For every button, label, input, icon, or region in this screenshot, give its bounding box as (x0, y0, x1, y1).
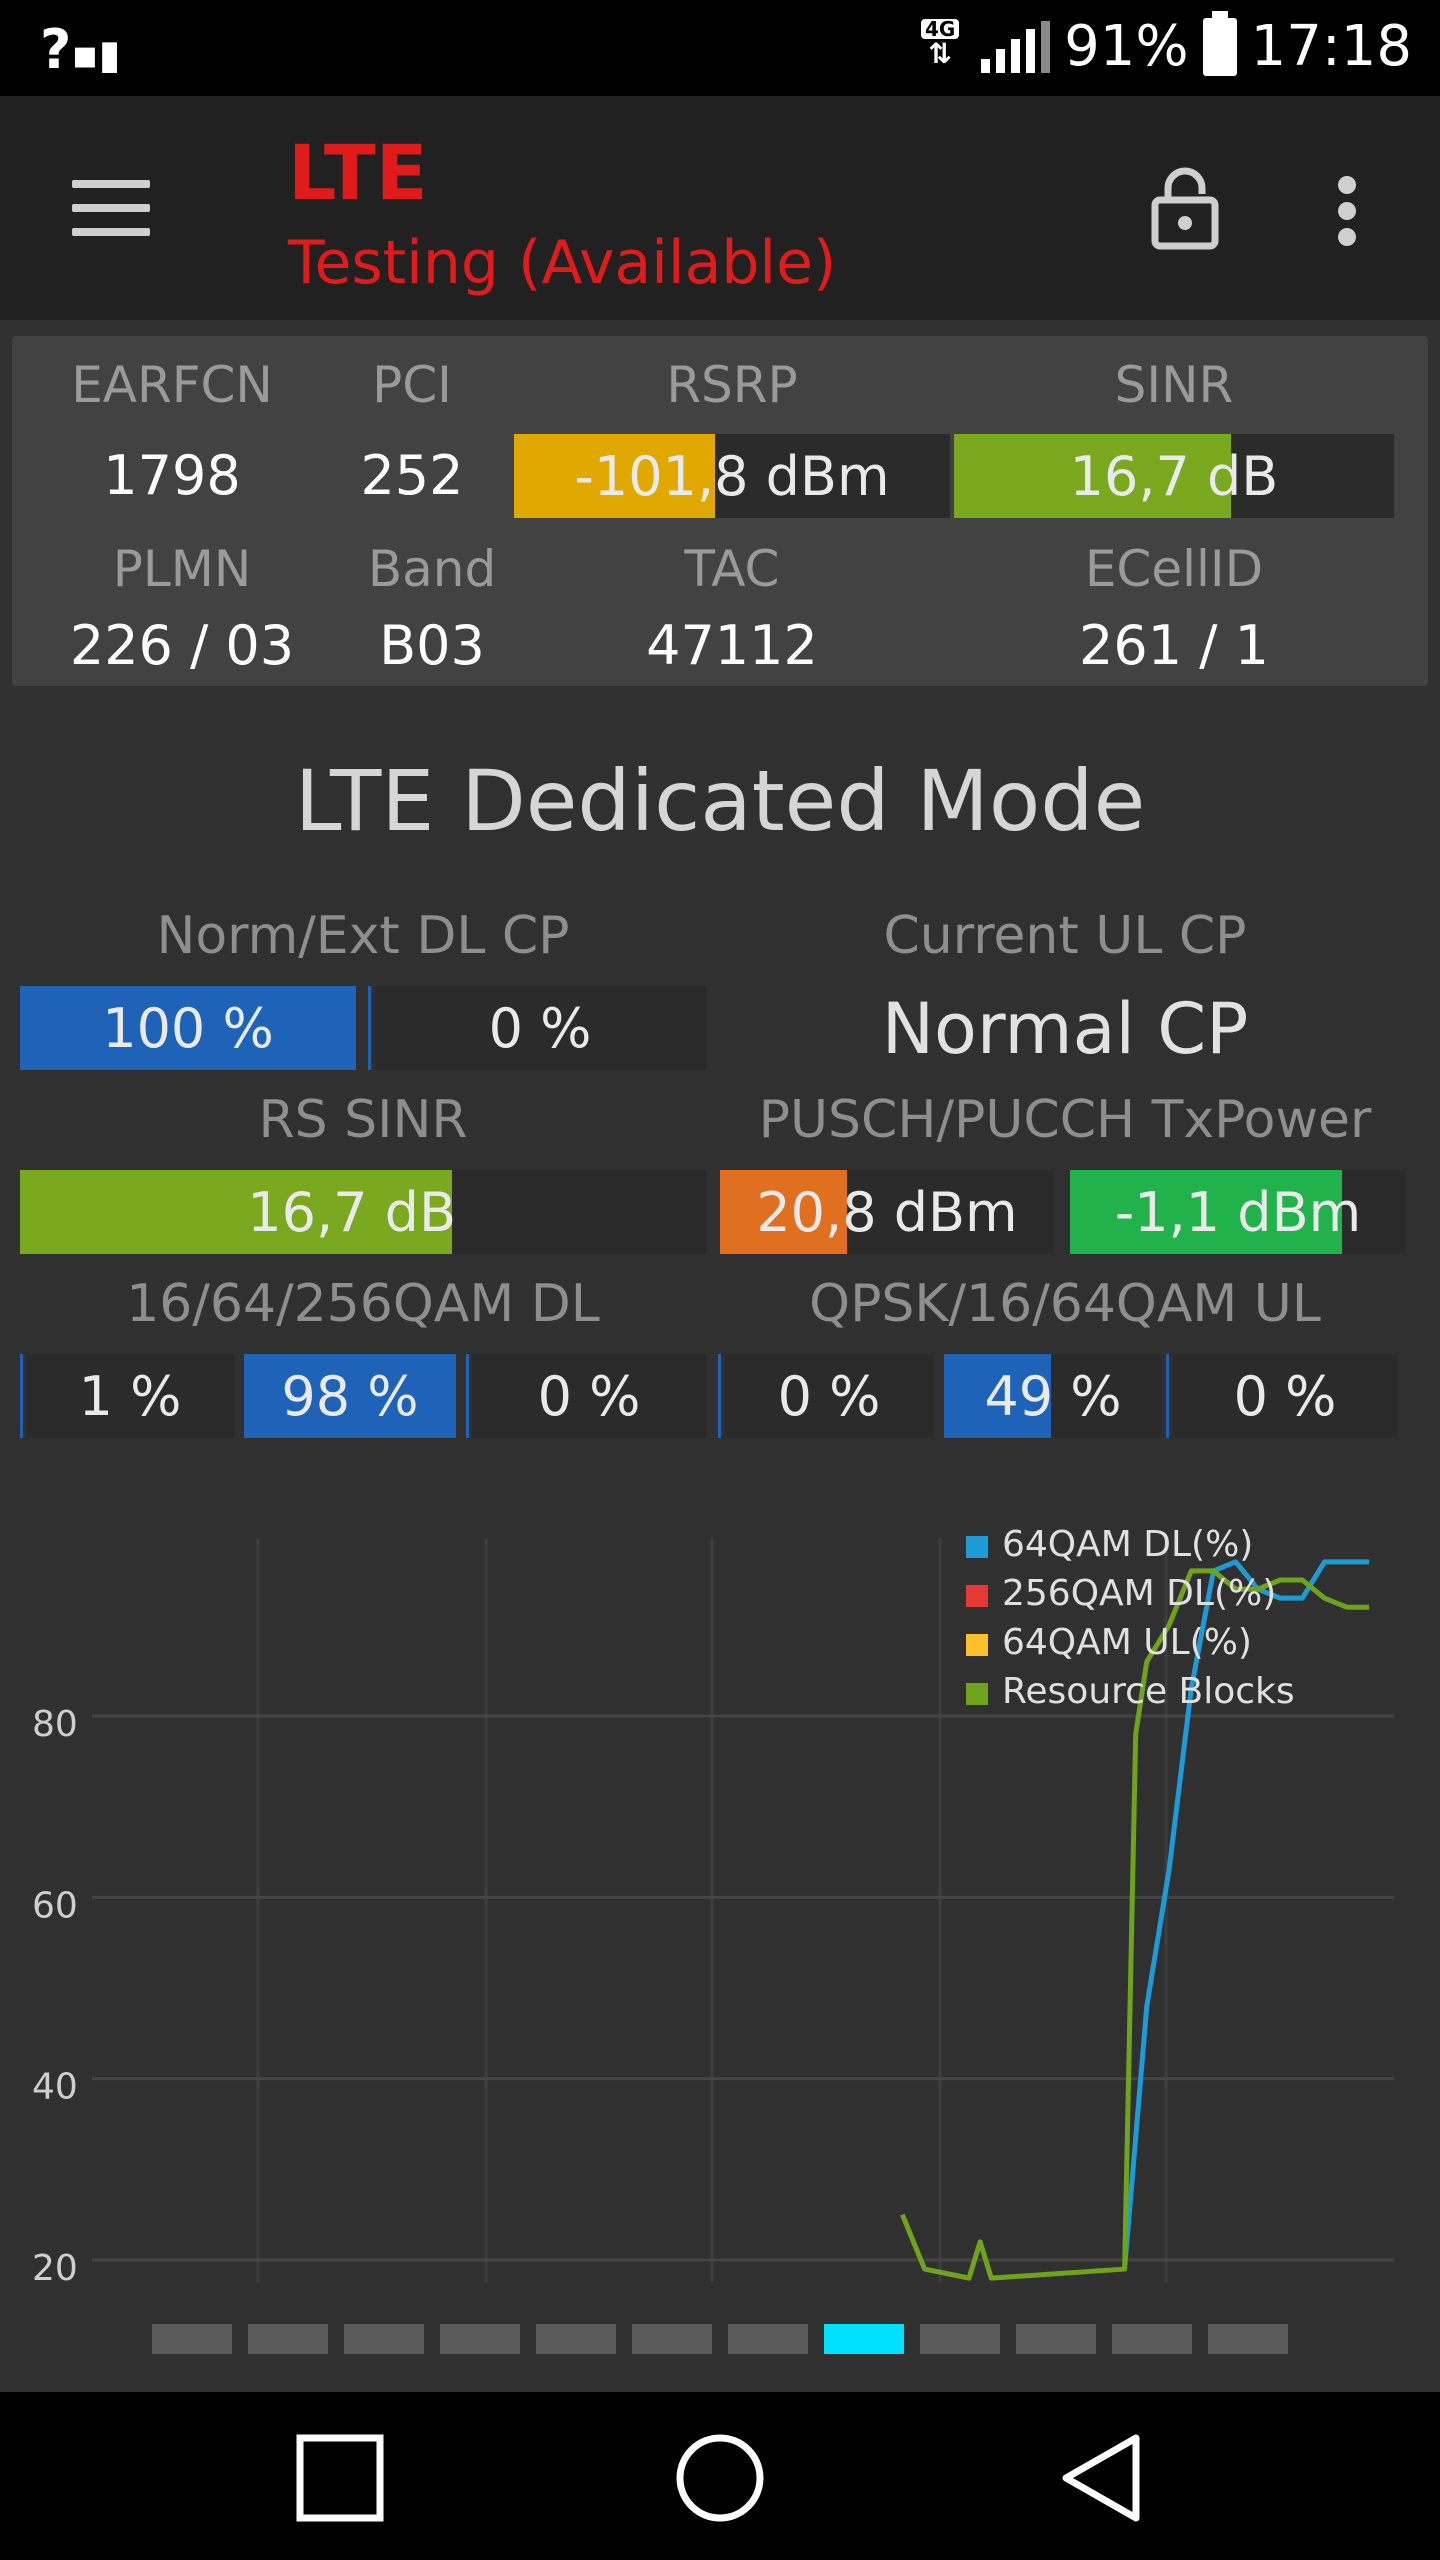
page-dot-active (824, 2324, 904, 2354)
home-icon[interactable] (674, 2432, 766, 2524)
pusch-txpower-bar: 20,8 dBm (720, 1170, 1054, 1254)
page-dot (1016, 2324, 1096, 2354)
signal-icon: ?▪▮ (40, 18, 121, 81)
ecellid-value: 261 / 1 (1079, 614, 1269, 677)
qam16-dl-bar: 1 % (26, 1354, 234, 1438)
y-tick-label: 80 (32, 1704, 78, 1745)
cell-signal-icon (981, 20, 1051, 73)
page-dot (248, 2324, 328, 2354)
qpsk-ul-bar: 0 % (724, 1354, 934, 1438)
series-line (1122, 1559, 1369, 2270)
tac-value: 47112 (646, 614, 818, 677)
ul-cp-label: Current UL CP (883, 906, 1247, 966)
app-toolbar (0, 96, 1440, 320)
rs-sinr-bar: 16,7 dB (20, 1170, 706, 1254)
navigation-bar (0, 2392, 1440, 2560)
earfcn-label: EARFCN (71, 356, 273, 414)
dl-cp-normal-bar: 100 % (20, 986, 356, 1070)
band-label: Band (367, 540, 497, 598)
more-options-icon[interactable] (1335, 176, 1359, 246)
plmn-value: 226 / 03 (69, 614, 295, 677)
qam64-dl-bar: 98 % (244, 1354, 456, 1438)
tac-label: TAC (684, 540, 780, 598)
legend-swatch (966, 1683, 988, 1705)
page-dot (1112, 2324, 1192, 2354)
ecellid-label: ECellID (1084, 540, 1264, 598)
divider (1166, 1354, 1169, 1438)
page-dot (344, 2324, 424, 2354)
dl-cp-extended-bar: 0 % (374, 986, 706, 1070)
page-dot (920, 2324, 1000, 2354)
y-tick-label: 60 (32, 1885, 78, 1926)
qam256-dl-bar: 0 % (472, 1354, 706, 1438)
rsrp-bar: -101,8 dBm (514, 434, 950, 518)
page-dot (152, 2324, 232, 2354)
back-icon[interactable] (1058, 2432, 1146, 2524)
sinr-label: SINR (1114, 356, 1234, 414)
qam-ul-label: QPSK/16/64QAM UL (809, 1274, 1321, 1334)
divider (20, 1354, 23, 1438)
y-tick-label: 40 (32, 2067, 78, 2108)
chart-bottom-mask (0, 2282, 1440, 2290)
qam16-ul-bar: 49 % (944, 1354, 1162, 1438)
pucch-txpower-bar: -1,1 dBm (1070, 1170, 1406, 1254)
status-bar: ?▪▮ 4G ⇅ 91% 17:18 (0, 0, 1440, 96)
page-dot (1208, 2324, 1288, 2354)
battery-icon (1202, 10, 1237, 76)
legend-swatch (966, 1634, 988, 1656)
legend-swatch (966, 1536, 988, 1558)
plmn-label: PLMN (112, 540, 252, 598)
page-dot (536, 2324, 616, 2354)
legend-label: 256QAM DL(%) (1002, 1573, 1276, 1614)
txpower-label: PUSCH/PUCCH TxPower (758, 1090, 1372, 1150)
divider (466, 1354, 469, 1438)
page-indicator[interactable] (152, 2324, 1288, 2354)
sinr-bar: 16,7 dB (954, 434, 1394, 518)
legend-label: Resource Blocks (1002, 1671, 1295, 1712)
page-dot (728, 2324, 808, 2354)
clock: 17:18 (1250, 14, 1412, 79)
rsrp-label: RSRP (666, 356, 798, 414)
page-dot (440, 2324, 520, 2354)
legend-swatch (966, 1585, 988, 1607)
4g-data-icon: 4G ⇅ (913, 18, 967, 75)
legend-label: 64QAM UL(%) (1002, 1622, 1252, 1663)
page-subtitle: Testing (Available) (288, 228, 837, 298)
cell-info-panel: EARFCN PCI RSRP SINR 1798 252 -101,8 dBm… (12, 336, 1428, 686)
page-dot (632, 2324, 712, 2354)
unlock-icon[interactable] (1150, 166, 1220, 250)
legend-label: 64QAM DL(%) (1002, 1524, 1253, 1565)
page-title: LTE (288, 128, 428, 217)
ul-cp-value: Normal CP (881, 988, 1249, 1070)
hamburger-menu-icon[interactable] (72, 180, 150, 236)
qam-dl-label: 16/64/256QAM DL (126, 1274, 600, 1334)
dl-cp-label: Norm/Ext DL CP (156, 906, 570, 966)
pci-value: 252 (360, 444, 464, 507)
divider (368, 986, 371, 1070)
battery-percent: 91% (1064, 14, 1189, 79)
series-line (900, 1568, 1369, 2281)
qam64-ul-bar: 0 % (1172, 1354, 1398, 1438)
divider (718, 1354, 721, 1438)
pci-label: PCI (372, 356, 452, 414)
rs-sinr-label: RS SINR (258, 1090, 468, 1150)
recent-apps-icon[interactable] (296, 2434, 384, 2522)
band-value: B03 (379, 614, 485, 677)
earfcn-value: 1798 (103, 444, 241, 507)
section-title: LTE Dedicated Mode (294, 752, 1146, 850)
